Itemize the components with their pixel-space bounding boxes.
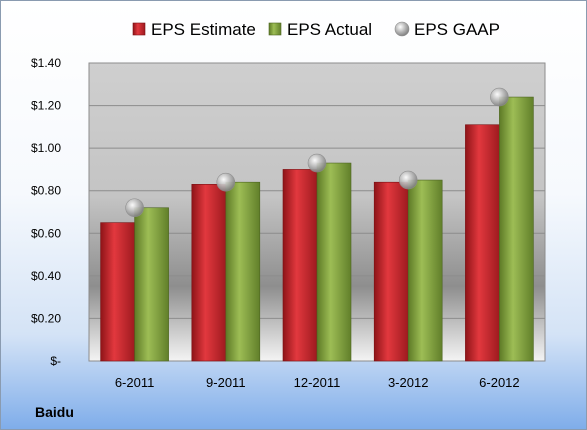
bar-eps-actual bbox=[499, 96, 534, 362]
x-category-label: 9-2011 bbox=[206, 375, 246, 390]
legend-label: EPS GAAP bbox=[414, 20, 500, 39]
x-category-label: 6-2012 bbox=[479, 375, 519, 390]
bar-eps-actual bbox=[407, 179, 443, 362]
legend-swatch bbox=[394, 21, 410, 37]
marker-eps-gaap bbox=[125, 198, 144, 218]
y-tick-label: $1.40 bbox=[31, 56, 61, 70]
x-category-label: 3-2012 bbox=[388, 375, 428, 390]
legend-label: EPS Actual bbox=[287, 20, 372, 39]
company-label: Baidu bbox=[35, 404, 74, 420]
marker-eps-gaap bbox=[490, 87, 509, 107]
x-category-label: 6-2011 bbox=[115, 375, 155, 390]
marker-eps-gaap bbox=[216, 172, 236, 192]
y-tick-label: $0.80 bbox=[31, 184, 61, 198]
x-axis-categories: 6-2011 9-2011 12-2011 3-2012 6-2012 bbox=[115, 375, 520, 390]
gaap-markers bbox=[125, 87, 509, 218]
bar-eps-estimate bbox=[100, 222, 135, 362]
legend: EPS Estimate EPS Actual EPS GAAP bbox=[132, 20, 500, 39]
bar-eps-estimate bbox=[282, 169, 318, 362]
bar-eps-estimate bbox=[373, 181, 409, 362]
bar-eps-actual bbox=[316, 162, 352, 362]
bars bbox=[100, 96, 534, 362]
x-category-label: 12-2011 bbox=[294, 375, 341, 390]
legend-label: EPS Estimate bbox=[151, 20, 256, 39]
legend-swatch bbox=[268, 22, 282, 36]
bar-eps-actual bbox=[225, 181, 261, 362]
y-tick-label: $0.60 bbox=[31, 226, 61, 240]
bar-eps-actual bbox=[134, 207, 169, 362]
y-tick-label: $1.00 bbox=[31, 141, 61, 155]
marker-eps-gaap bbox=[398, 170, 418, 190]
y-tick-label: $1.20 bbox=[31, 99, 61, 113]
y-axis-ticks: $- $0.20 $0.40 $0.60 $0.80 $1.00 $1.20 $1.40 bbox=[31, 56, 61, 368]
marker-eps-gaap bbox=[307, 153, 327, 173]
y-tick-label: $- bbox=[50, 354, 61, 368]
y-tick-label: $0.40 bbox=[31, 269, 61, 283]
y-tick-label: $0.20 bbox=[31, 311, 61, 325]
legend-swatch bbox=[132, 22, 146, 36]
bar-eps-estimate bbox=[465, 124, 500, 362]
bar-eps-estimate bbox=[191, 184, 227, 362]
